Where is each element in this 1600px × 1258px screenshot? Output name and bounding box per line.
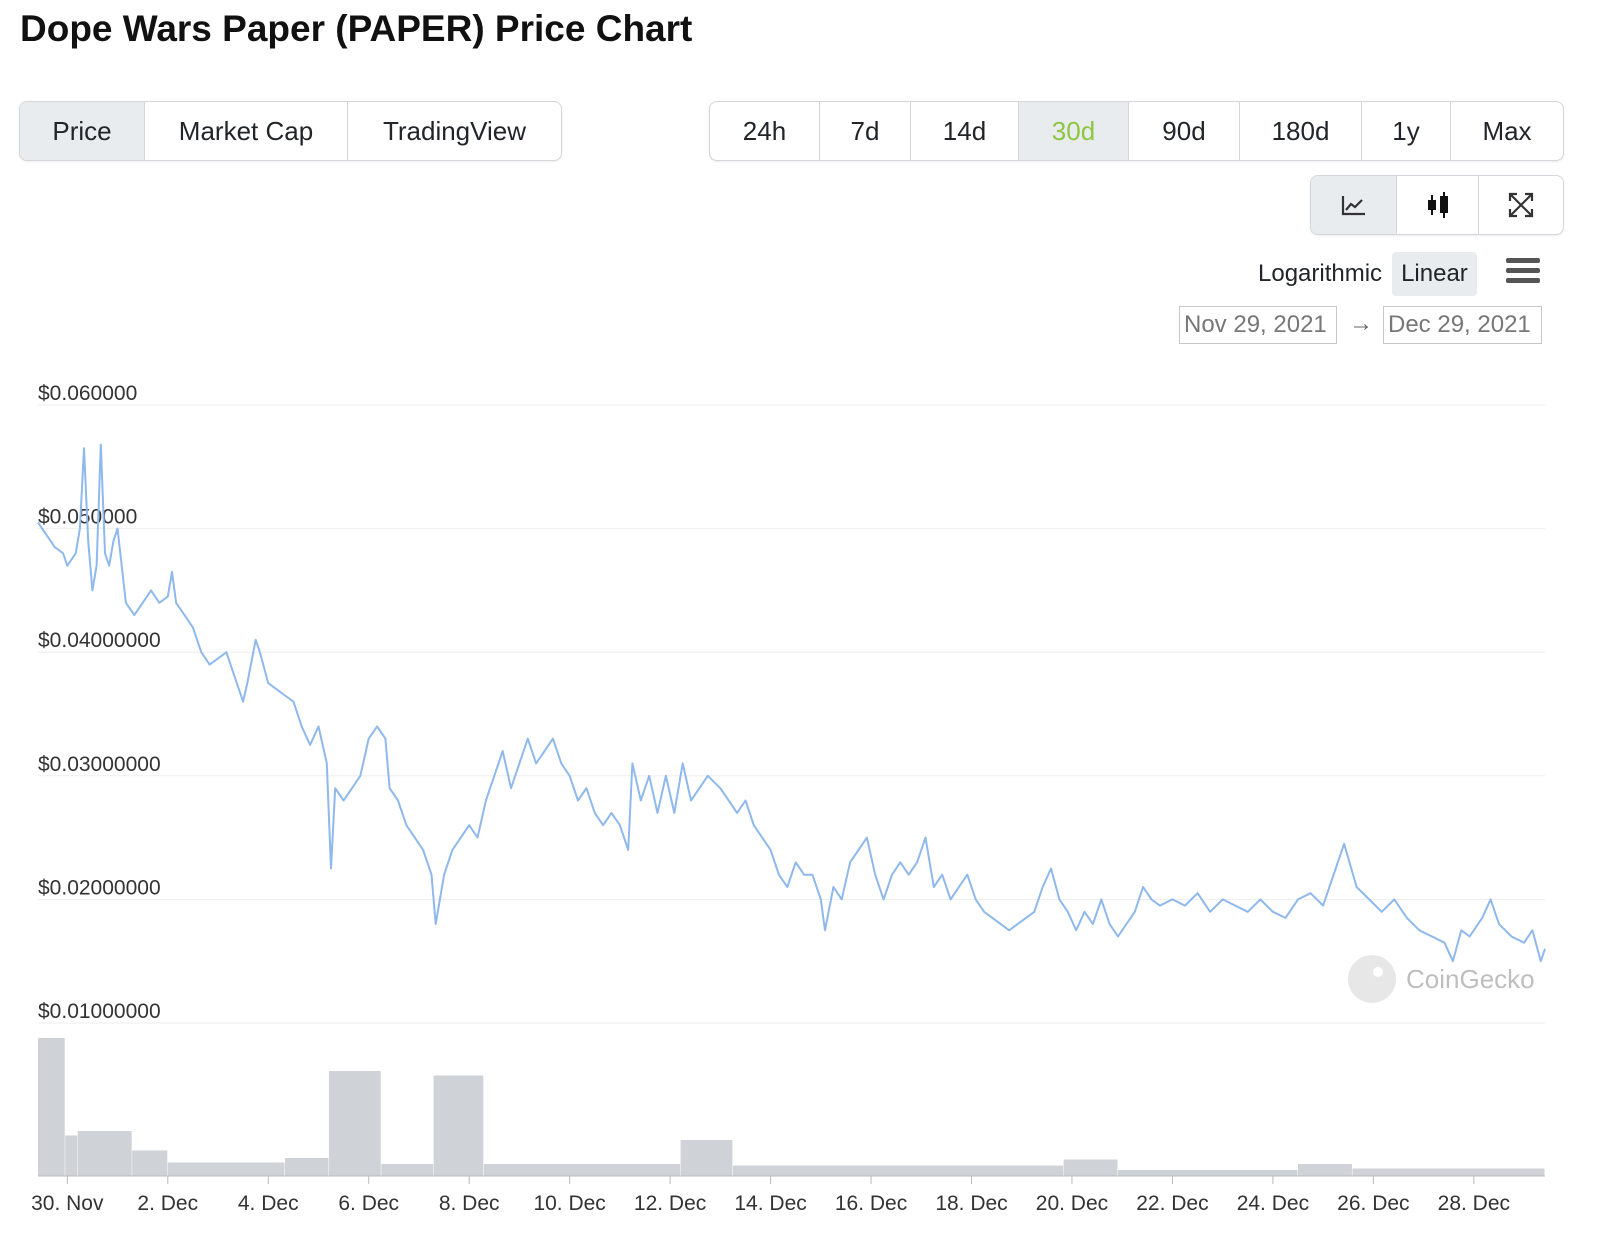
x-tick-label: 16. Dec (835, 1192, 907, 1215)
hamburger-menu-icon[interactable] (1506, 258, 1540, 286)
line-chart-icon (1341, 196, 1365, 216)
volume-bar (381, 1164, 434, 1176)
fullscreen-icon (1508, 192, 1534, 218)
x-tick-label: 30. Nov (31, 1192, 104, 1215)
x-tick-label: 12. Dec (634, 1192, 706, 1215)
volume-bar (1118, 1170, 1298, 1176)
x-tick-label: 24. Dec (1237, 1192, 1309, 1215)
volume-bar (65, 1135, 78, 1176)
x-tick-label: 6. Dec (338, 1192, 399, 1215)
y-tick-label: $0.03000000 (38, 753, 161, 776)
x-tick-label: 20. Dec (1036, 1192, 1108, 1215)
candlestick-icon (1427, 192, 1448, 218)
y-tick-label: $0.02000000 (38, 876, 161, 899)
range-1y[interactable]: 1y (1362, 102, 1451, 160)
line-chart-button[interactable] (1311, 176, 1397, 234)
volume-bar (284, 1158, 329, 1176)
price-series-line (37, 443, 1546, 963)
volume-bar (433, 1075, 484, 1176)
range-180d[interactable]: 180d (1240, 102, 1362, 160)
x-tick-label: 4. Dec (238, 1192, 299, 1215)
date-to-input[interactable]: Dec 29, 2021 (1383, 306, 1542, 344)
range-30d[interactable]: 30d (1019, 102, 1129, 160)
date-from-input[interactable]: Nov 29, 2021 (1179, 306, 1337, 344)
tab-price[interactable]: Price (20, 102, 145, 160)
price-chart[interactable]: $0.060000$0.050000$0.04000000$0.03000000… (0, 370, 1600, 1230)
x-tick-label: 18. Dec (935, 1192, 1007, 1215)
range-7d[interactable]: 7d (820, 102, 911, 160)
range-90d[interactable]: 90d (1129, 102, 1240, 160)
x-tick-label: 2. Dec (137, 1192, 198, 1215)
coingecko-watermark: CoinGecko (1348, 955, 1535, 1003)
y-tick-label: $0.060000 (38, 382, 137, 405)
y-tick-label: $0.01000000 (38, 1000, 161, 1023)
volume-bar (1298, 1164, 1352, 1176)
tab-tradingview[interactable]: TradingView (382, 115, 527, 146)
range-max[interactable]: Max (1482, 115, 1532, 146)
fullscreen-button[interactable] (1479, 176, 1563, 234)
volume-bar (680, 1140, 733, 1176)
chart-type-tabs (1310, 175, 1564, 235)
page-title: Dope Wars Paper (PAPER) Price Chart (20, 8, 693, 49)
scale-toggle: Logarithmic Linear (1249, 252, 1477, 296)
coingecko-logo-icon (1348, 955, 1396, 1003)
scale-logarithmic[interactable]: Logarithmic (1258, 260, 1383, 287)
volume-bar (77, 1131, 132, 1176)
volume-bar (732, 1165, 1064, 1176)
y-tick-label: $0.04000000 (38, 629, 161, 652)
volume-bar (132, 1150, 168, 1176)
volume-bar (483, 1164, 681, 1176)
x-tick-label: 28. Dec (1438, 1192, 1510, 1215)
tab-market-cap[interactable]: Market Cap (145, 102, 348, 160)
volume-bar (167, 1162, 285, 1176)
x-tick-label: 8. Dec (439, 1192, 500, 1215)
volume-bar (38, 1038, 65, 1176)
date-arrow: → (1349, 310, 1373, 337)
x-tick-label: 22. Dec (1136, 1192, 1208, 1215)
x-tick-label: 10. Dec (533, 1192, 605, 1215)
x-tick-label: 14. Dec (734, 1192, 806, 1215)
range-14d[interactable]: 14d (911, 102, 1019, 160)
candlestick-button[interactable] (1397, 176, 1479, 234)
range-24h[interactable]: 24h (710, 102, 820, 160)
x-tick-label: 26. Dec (1337, 1192, 1409, 1215)
view-tabs: Price Market Cap TradingView (19, 101, 562, 161)
time-range-tabs: 24h 7d 14d 30d 90d 180d 1y Max (709, 101, 1564, 161)
volume-bar (1352, 1168, 1545, 1176)
volume-bar (328, 1071, 381, 1176)
scale-linear[interactable]: Linear (1392, 252, 1477, 296)
volume-bar (1063, 1159, 1118, 1176)
